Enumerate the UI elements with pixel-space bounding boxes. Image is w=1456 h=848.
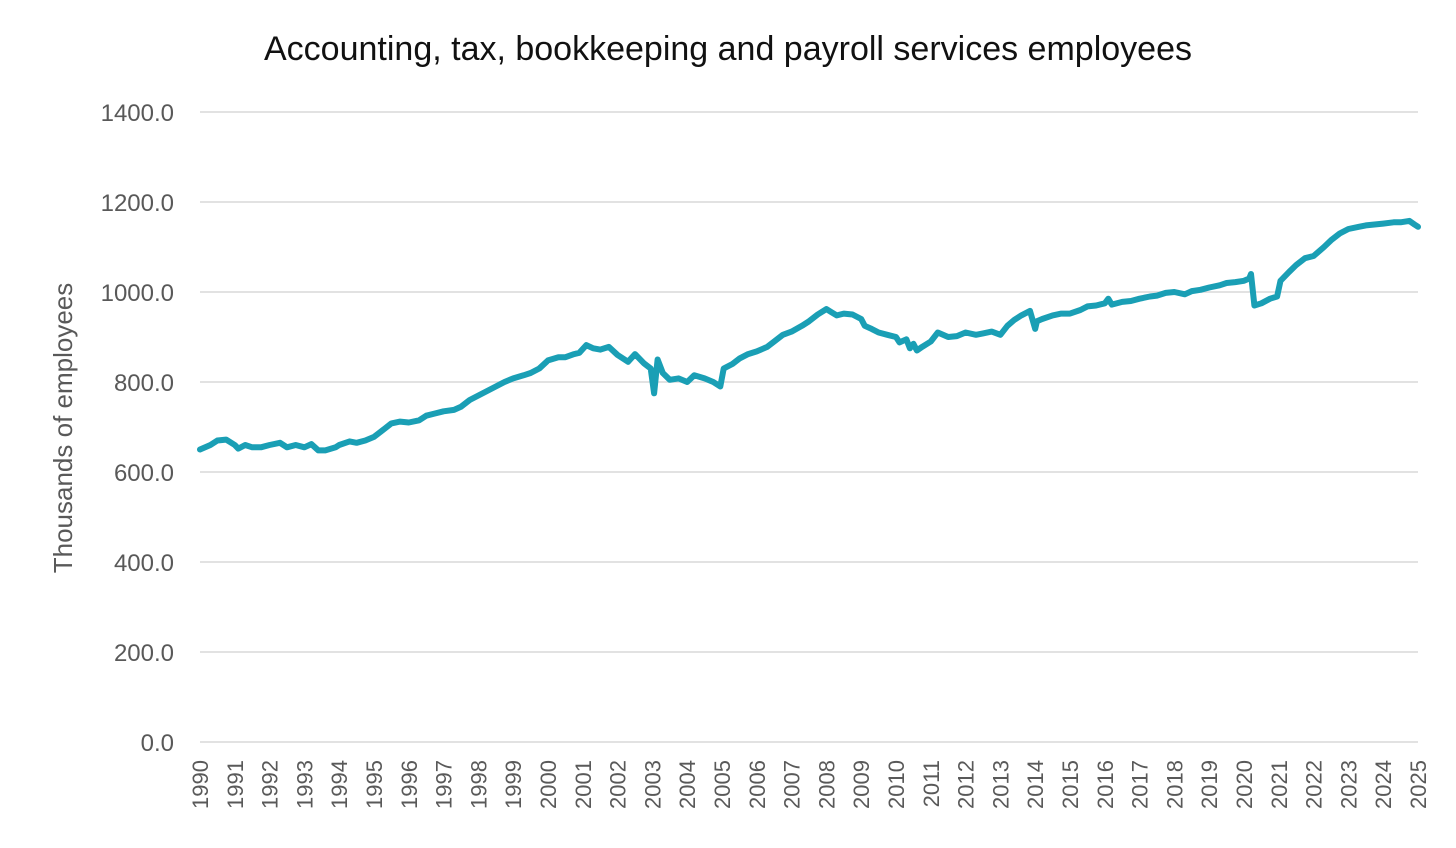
x-tick-label: 1993 [292,760,317,809]
x-tick-label: 2006 [745,760,770,809]
x-tick-label: 2014 [1023,760,1048,809]
x-tick-label: 2024 [1371,760,1396,809]
x-tick-label: 2002 [606,760,631,809]
x-tick-label: 2020 [1232,760,1257,809]
x-tick-label: 2022 [1302,760,1327,809]
x-tick-label: 1997 [432,760,457,809]
x-tick-label: 2013 [988,760,1013,809]
x-tick-label: 2009 [849,760,874,809]
x-tick-label: 2023 [1336,760,1361,809]
x-tick-label: 1995 [362,760,387,809]
y-axis-title: Thousands of employees [48,283,78,574]
x-tick-label: 2003 [640,760,665,809]
x-axis-ticks: 1990 1991 1992 1993 1994 1995 1996 1997 1998 1999… [188,760,1431,809]
x-tick-label: 2007 [780,760,805,809]
y-tick-label: 200.0 [114,640,174,667]
gridlines [200,111,1418,743]
x-tick-label: 2019 [1197,760,1222,809]
x-tick-label: 2000 [536,760,561,809]
x-tick-label: 1991 [223,760,248,809]
x-tick-label: 2016 [1093,760,1118,809]
x-tick-label: 2021 [1267,760,1292,809]
x-tick-label: 1994 [327,760,352,809]
x-tick-label: 2017 [1128,760,1153,809]
chart-title: Accounting, tax, bookkeeping and payroll… [264,30,1192,68]
x-tick-label: 2004 [675,760,700,809]
y-tick-label: 1400.0 [101,100,174,127]
x-tick-label: 2008 [814,760,839,809]
x-tick-label: 2012 [954,760,979,809]
x-tick-label: 2015 [1058,760,1083,809]
y-tick-label: 800.0 [114,370,174,397]
x-tick-label: 2010 [884,760,909,809]
x-tick-label: 2005 [710,760,735,809]
series-line [197,217,1421,454]
x-tick-label: 1992 [258,760,283,809]
y-tick-label: 1200.0 [101,190,174,217]
x-tick-label: 2018 [1162,760,1187,809]
x-tick-label: 1998 [466,760,491,809]
x-tick-label: 2011 [919,760,944,807]
x-tick-label: 2025 [1406,760,1431,809]
y-axis-ticks: 0.0 200.0 400.0 600.0 800.0 1000.0 1200.0 1400.… [101,100,174,757]
x-tick-label: 1999 [501,760,526,809]
y-tick-label: 400.0 [114,550,174,577]
y-tick-label: 0.0 [141,730,174,757]
x-tick-label: 2001 [571,760,596,809]
y-tick-label: 600.0 [114,460,174,487]
x-tick-label: 1996 [397,760,422,809]
y-tick-label: 1000.0 [101,280,174,307]
series-layer [197,217,1421,454]
x-tick-label: 1990 [188,760,213,809]
